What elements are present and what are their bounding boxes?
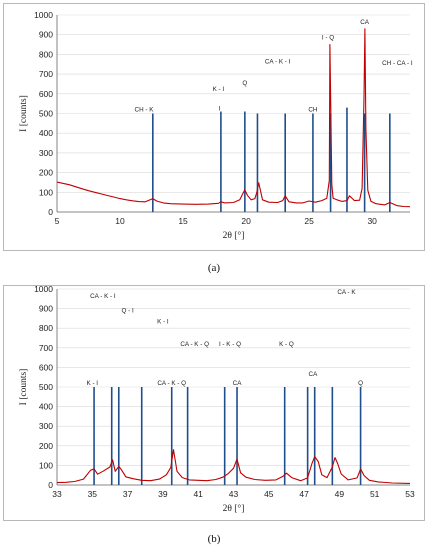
peak-annotation-b: CA - K (337, 289, 356, 296)
y-tick-label-a: 600 (39, 89, 53, 99)
x-tick-label-b: 33 (52, 489, 62, 499)
chart-panel-b: 0 100 200 300 400 500 600 700 800 900 1000 33 35 37 39… (0, 282, 428, 550)
peak-annotation-b: K - I (157, 318, 169, 325)
y-tick-label-b: 600 (39, 362, 53, 372)
peak-annotation-a: Q (242, 80, 247, 87)
peak-annotation-b: K - I (87, 380, 99, 387)
x-tick-label-b: 41 (193, 489, 203, 499)
y-tick-label-a: 300 (39, 148, 53, 158)
y-tick-label-b: 700 (39, 343, 53, 353)
peak-annotation-a: I (219, 106, 221, 113)
peak-annotation-b: CA - K - Q (157, 380, 186, 387)
peak-annotation-a: CH - K (135, 107, 155, 114)
y-tick-label-a: 800 (39, 49, 53, 59)
diffraction-pattern-b (56, 449, 411, 484)
y-tick-label-b: 500 (39, 382, 53, 392)
peak-annotation-b: Q (358, 380, 363, 387)
y-tick-label-b: 300 (39, 421, 53, 431)
x-tick-label-b: 45 (264, 489, 274, 499)
peak-annotation-b: I - K - Q (219, 341, 241, 348)
peak-annotation-b: Q - I (121, 308, 133, 315)
x-tick-label-b: 37 (123, 489, 133, 499)
y-tick-label-b: 900 (39, 304, 53, 314)
y-tick-label-b: 1000 (34, 284, 53, 294)
y-tick-label-b: 0 (48, 480, 53, 490)
x-tick-label-b: 47 (299, 489, 309, 499)
y-tick-label-a: 0 (48, 207, 53, 217)
peak-annotation-b: CA - K - Q (180, 341, 209, 348)
peak-annotation-b: CA (233, 380, 243, 387)
x-tick-label-a: 10 (115, 216, 125, 226)
chart-panel-a: 0 100 200 300 400 500 600 700 800 900 1000 5 10 15 20 2… (3, 3, 425, 274)
diffraction-pattern-a (56, 28, 411, 208)
x-tick-label-a: 30 (367, 216, 377, 226)
peak-annotation-b: CA (309, 371, 319, 378)
panel-label-a: (a) (207, 262, 221, 274)
y-tick-label-a: 500 (39, 109, 53, 119)
peak-annotation-a: CA - K - I (265, 58, 291, 65)
y-tick-label-b: 800 (39, 323, 53, 333)
peak-annotation-b: K - Q (279, 341, 294, 348)
peak-annotation-a: CA (360, 19, 370, 26)
y-tick-label-a: 1000 (34, 10, 53, 20)
y-axis-title-a: I [counts] (19, 95, 29, 132)
x-tick-label-b: 51 (370, 489, 380, 499)
xrd-chart-b: 0 100 200 300 400 500 600 700 800 900 1000 33 35 37 39… (19, 284, 415, 514)
y-tick-label-a: 200 (39, 168, 53, 178)
xrd-chart-a: 0 100 200 300 400 500 600 700 800 900 1000 5 10 15 20 2… (19, 10, 413, 241)
x-tick-label-b: 39 (158, 489, 168, 499)
x-tick-label-b: 43 (229, 489, 239, 499)
y-tick-label-a: 100 (39, 187, 53, 197)
x-tick-label-a: 5 (55, 216, 60, 226)
panel-label-b: (b) (207, 533, 221, 545)
x-tick-label-a: 15 (178, 216, 188, 226)
peak-annotation-a: CH - CA - I (382, 60, 413, 67)
y-axis-title-b: I [counts] (19, 369, 29, 406)
y-tick-label-b: 200 (39, 441, 53, 451)
peak-annotation-a: I - Q (322, 35, 334, 42)
x-tick-label-a: 20 (241, 216, 251, 226)
peak-annotation-a: K - I (213, 86, 225, 93)
x-axis-title-a: 2θ [°] (223, 230, 245, 241)
x-tick-label-b: 35 (88, 489, 98, 499)
y-tick-label-a: 900 (39, 30, 53, 40)
x-tick-label-a: 25 (304, 216, 314, 226)
y-tick-label-b: 400 (39, 402, 53, 412)
x-tick-label-b: 53 (405, 489, 415, 499)
chart-frame-a (3, 3, 425, 251)
x-tick-label-b: 49 (335, 489, 345, 499)
peak-annotation-a: CH (308, 107, 318, 114)
x-axis-title-b: 2θ [°] (223, 503, 245, 514)
y-tick-label-a: 700 (39, 69, 53, 79)
y-tick-label-a: 400 (39, 128, 53, 138)
y-tick-label-b: 100 (39, 460, 53, 470)
peak-annotation-b: CA - K - I (90, 293, 116, 300)
